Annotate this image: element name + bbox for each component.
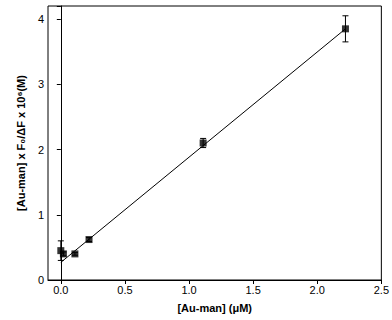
svg-text:[Au-man] x F₀/ΔF x 10⁶(M): [Au-man] x F₀/ΔF x 10⁶(M) bbox=[15, 75, 27, 211]
svg-text:2.0: 2.0 bbox=[310, 284, 325, 296]
svg-text:0.5: 0.5 bbox=[117, 284, 132, 296]
svg-text:0: 0 bbox=[38, 274, 44, 286]
svg-text:2.5: 2.5 bbox=[374, 284, 389, 296]
svg-text:1.0: 1.0 bbox=[181, 284, 196, 296]
svg-text:2: 2 bbox=[38, 144, 44, 156]
svg-text:1.5: 1.5 bbox=[245, 284, 260, 296]
svg-text:1: 1 bbox=[38, 209, 44, 221]
svg-text:0.0: 0.0 bbox=[53, 284, 68, 296]
svg-text:4: 4 bbox=[38, 13, 44, 25]
svg-text:3: 3 bbox=[38, 78, 44, 90]
svg-text:[Au-man] (μM): [Au-man] (μM) bbox=[177, 302, 252, 314]
